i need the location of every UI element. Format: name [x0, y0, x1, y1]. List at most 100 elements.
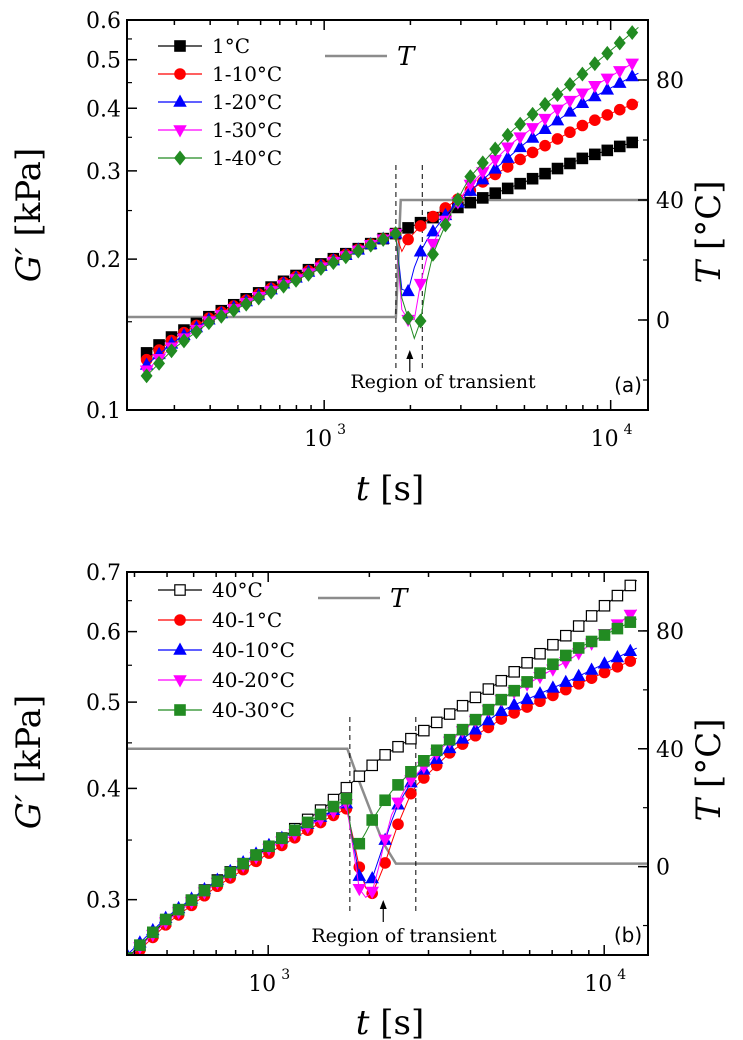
data-point: [564, 126, 576, 139]
data-point: [402, 310, 415, 326]
data-point: [601, 45, 614, 61]
data-point: [418, 724, 430, 737]
data-point: [550, 113, 565, 126]
data-point: [584, 662, 599, 675]
data-point: [513, 132, 527, 145]
data-point: [526, 106, 539, 122]
y2-tick-label: 80: [656, 620, 684, 645]
data-point: [601, 144, 614, 157]
data-point: [576, 66, 589, 82]
data-point: [495, 674, 508, 687]
data-point: [366, 759, 379, 772]
data-point: [456, 699, 469, 712]
x-axis-label: t [s]: [356, 469, 424, 509]
data-point: [418, 755, 430, 767]
data-point: [240, 296, 253, 312]
y2-tick-label: 0: [656, 309, 670, 334]
data-point: [551, 133, 564, 145]
data-point: [392, 740, 404, 753]
y-tick-label: 0.3: [86, 160, 121, 185]
y-axis-label: G′ [kPa]: [9, 695, 49, 829]
data-point: [613, 103, 626, 116]
data-point: [364, 237, 377, 253]
data-point: [598, 666, 611, 679]
legend-marker: [173, 94, 187, 107]
data-point: [365, 886, 379, 900]
legend-label: 1-20°C: [212, 90, 282, 114]
data-point: [547, 638, 559, 651]
data-point: [127, 954, 134, 955]
data-point: [353, 770, 366, 783]
data-point: [585, 610, 598, 622]
data-point: [250, 849, 262, 861]
data-point: [185, 894, 198, 906]
data-point: [451, 192, 464, 208]
legend-marker: [174, 584, 186, 596]
legend-label: 40°C: [212, 578, 263, 602]
legend: 1°C 1-10°C 1-20°C 1-30°C 1-40°C T: [158, 34, 416, 170]
data-point: [190, 324, 203, 340]
data-point: [547, 658, 559, 671]
data-point: [539, 96, 552, 112]
data-point: [392, 779, 404, 791]
legend-label: 40-1°C: [212, 608, 282, 632]
data-point: [352, 868, 367, 881]
data-point: [597, 656, 612, 669]
data-point: [520, 691, 534, 705]
legend-marker: [174, 68, 186, 80]
data-point: [405, 787, 417, 800]
data-point: [134, 939, 146, 951]
data-point: [352, 243, 365, 259]
data-point: [314, 260, 327, 276]
legend-marker: [173, 675, 187, 688]
data-point: [276, 832, 288, 845]
data-point: [572, 620, 585, 632]
y-tick-label: 0.1: [86, 399, 121, 424]
data-point: [625, 69, 639, 82]
annotation: Region of transient: [311, 925, 497, 947]
data-point: [508, 666, 520, 678]
data-point: [501, 161, 514, 173]
data-point: [392, 818, 404, 831]
data-point: [626, 25, 639, 41]
data-point: [551, 87, 564, 102]
data-point: [572, 642, 585, 654]
series-line-1: [134, 657, 637, 955]
legend-marker: [174, 40, 186, 52]
data-point: [426, 224, 440, 237]
annotation: Region of transient: [350, 371, 536, 393]
x-tick-exponent: 3: [337, 422, 346, 438]
data-point: [611, 589, 624, 602]
data-point: [539, 139, 551, 152]
data-point: [476, 192, 489, 204]
data-point: [413, 278, 428, 292]
data-point: [414, 220, 427, 232]
data-point: [534, 647, 546, 660]
legend-label: 1°C: [212, 34, 250, 58]
data-point: [389, 226, 402, 242]
panel-label: (a): [614, 373, 642, 397]
y-tick-label: 0.4: [86, 97, 121, 122]
data-point: [340, 792, 353, 805]
data-point: [464, 169, 477, 185]
data-point: [353, 837, 366, 850]
data-point: [563, 104, 577, 117]
data-point: [482, 683, 495, 695]
data-point: [611, 661, 624, 673]
data-point: [500, 150, 515, 163]
x-tick-exponent: 4: [624, 422, 633, 438]
data-point: [327, 800, 340, 813]
data-point: [613, 140, 626, 153]
data-point: [521, 676, 533, 688]
data-point: [198, 884, 211, 897]
y-axis-label: G′ [kPa]: [9, 148, 49, 282]
data-point: [538, 113, 552, 127]
data-point: [507, 697, 521, 710]
data-point: [377, 231, 390, 247]
data-point: [575, 88, 590, 101]
data-point: [302, 266, 315, 282]
legend-label-temperature: T: [390, 584, 409, 614]
y-tick-label: 0.3: [86, 889, 121, 914]
legend-marker: [173, 125, 187, 138]
data-point: [215, 308, 228, 324]
